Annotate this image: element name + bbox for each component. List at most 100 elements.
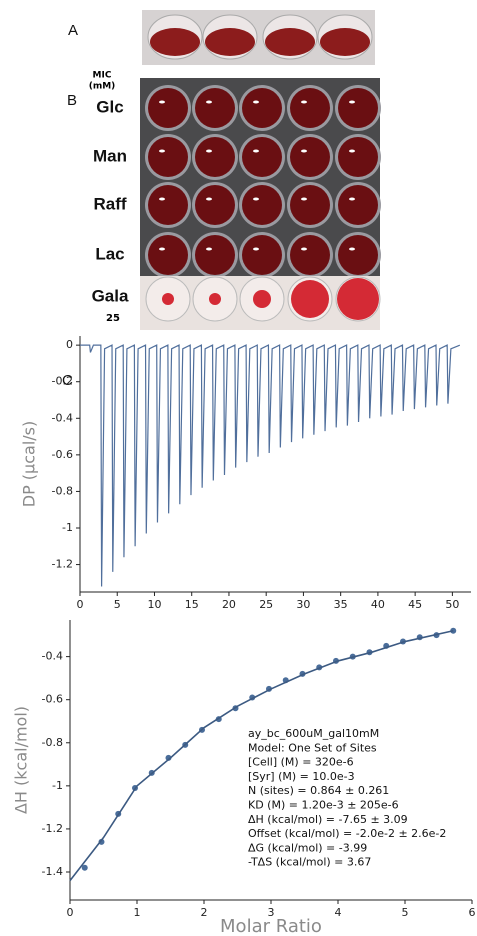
row-label: Lac [95,244,124,263]
glare [301,100,307,104]
well-blood [242,235,282,275]
glare [159,247,165,251]
glare [349,100,355,104]
y-tick-label: -0.8 [42,736,63,749]
pellet [253,290,271,308]
x-tick-label: 3 [268,906,275,919]
concentration: 25 [106,313,120,324]
pellet [162,293,174,305]
annotation: ΔH (kcal/mol) = -7.65 ± 3.09 [248,813,408,826]
annotation: KD (M) = 1.20e-3 ± 205e-6 [248,799,399,812]
y-tick-label: -1.2 [52,558,73,571]
well-blood [148,137,188,177]
glare [349,247,355,251]
x-tick-label: 5 [114,598,121,611]
annotation: [Cell] (M) = 320e-6 [248,756,354,769]
row-label: Man [93,146,127,165]
well-blood [148,185,188,225]
well-blood [338,88,378,128]
blood [205,28,255,56]
glare [253,247,259,251]
blood [265,28,315,56]
well-blood [338,137,378,177]
data-line [69,629,454,882]
x-tick-label: 4 [335,906,342,919]
photos [140,10,381,330]
panel-label: B [67,92,77,109]
y-tick-label: -0.6 [52,448,73,461]
data-point [165,754,172,761]
glare [159,100,165,104]
x-tick-label: 5 [402,906,409,919]
well-blood [148,88,188,128]
well-blood [290,235,330,275]
glare [206,197,212,201]
glare [349,197,355,201]
well-blood [242,185,282,225]
well-blood [338,185,378,225]
x-tick-label: 6 [469,906,476,919]
y-tick-label: -1 [62,521,73,534]
x-tick-label: 50 [445,598,459,611]
well-blood [290,185,330,225]
well-blood [195,88,235,128]
glare [206,149,212,153]
glare [159,149,165,153]
annotation: ΔG (kcal/mol) = -3.99 [248,841,367,854]
glare [301,149,307,153]
y-axis-label: DP (µcal/s) [20,421,39,508]
y-tick-label: -1.4 [42,865,63,878]
annotation: [Syr] (M) = 10.0e-3 [248,770,355,783]
y-tick-label: -0.6 [42,693,63,706]
data-line [80,344,461,587]
well-blood [338,235,378,275]
y-tick-label: -1.2 [42,822,63,835]
pellet [209,293,221,305]
well-blood [290,137,330,177]
annotation: -TΔS (kcal/mol) = 3.67 [248,856,371,869]
x-tick-label: 1 [134,906,141,919]
well-blood [195,137,235,177]
data-point [81,864,88,871]
row-label: Glc [96,97,123,116]
x-tick-label: 45 [408,598,422,611]
well-blood [148,235,188,275]
row-label: Raff [93,194,126,213]
y-tick-label: 0 [66,338,73,351]
glare [253,100,259,104]
x-tick-label: 0 [77,598,84,611]
annotation: ay_bc_600uM_gal10mM [248,727,379,740]
panel-label: A [68,22,78,39]
y-tick-label: -0.8 [52,484,73,497]
glare [253,197,259,201]
y-tick-label: -0.2 [52,375,73,388]
x-tick-label: 10 [147,598,161,611]
y-tick-label: -1 [52,779,63,792]
x-tick-label: 15 [185,598,199,611]
glare [349,149,355,153]
row-label: Gala [92,286,129,305]
glare [253,149,259,153]
pellet [291,280,329,318]
data-point [450,627,457,634]
annotation: Offset (kcal/mol) = -2.0e-2 ± 2.6e-2 [248,827,446,840]
well-blood [195,235,235,275]
well-blood [290,88,330,128]
x-tick-label: 2 [201,906,208,919]
x-tick-label: 30 [296,598,310,611]
glare [159,197,165,201]
blood [320,28,370,56]
well-blood [242,88,282,128]
annotation: N (sites) = 0.864 ± 0.261 [248,784,389,797]
y-tick-label: -0.4 [52,411,73,424]
x-tick-label: 40 [371,598,385,611]
x-tick-label: 25 [259,598,273,611]
panel-label: C [62,372,73,389]
mic-label: MIC [93,71,112,81]
well-blood [195,185,235,225]
x-tick-label: 0 [67,906,74,919]
blood [150,28,200,56]
glare [301,247,307,251]
mic-unit: (mM) [89,82,116,92]
